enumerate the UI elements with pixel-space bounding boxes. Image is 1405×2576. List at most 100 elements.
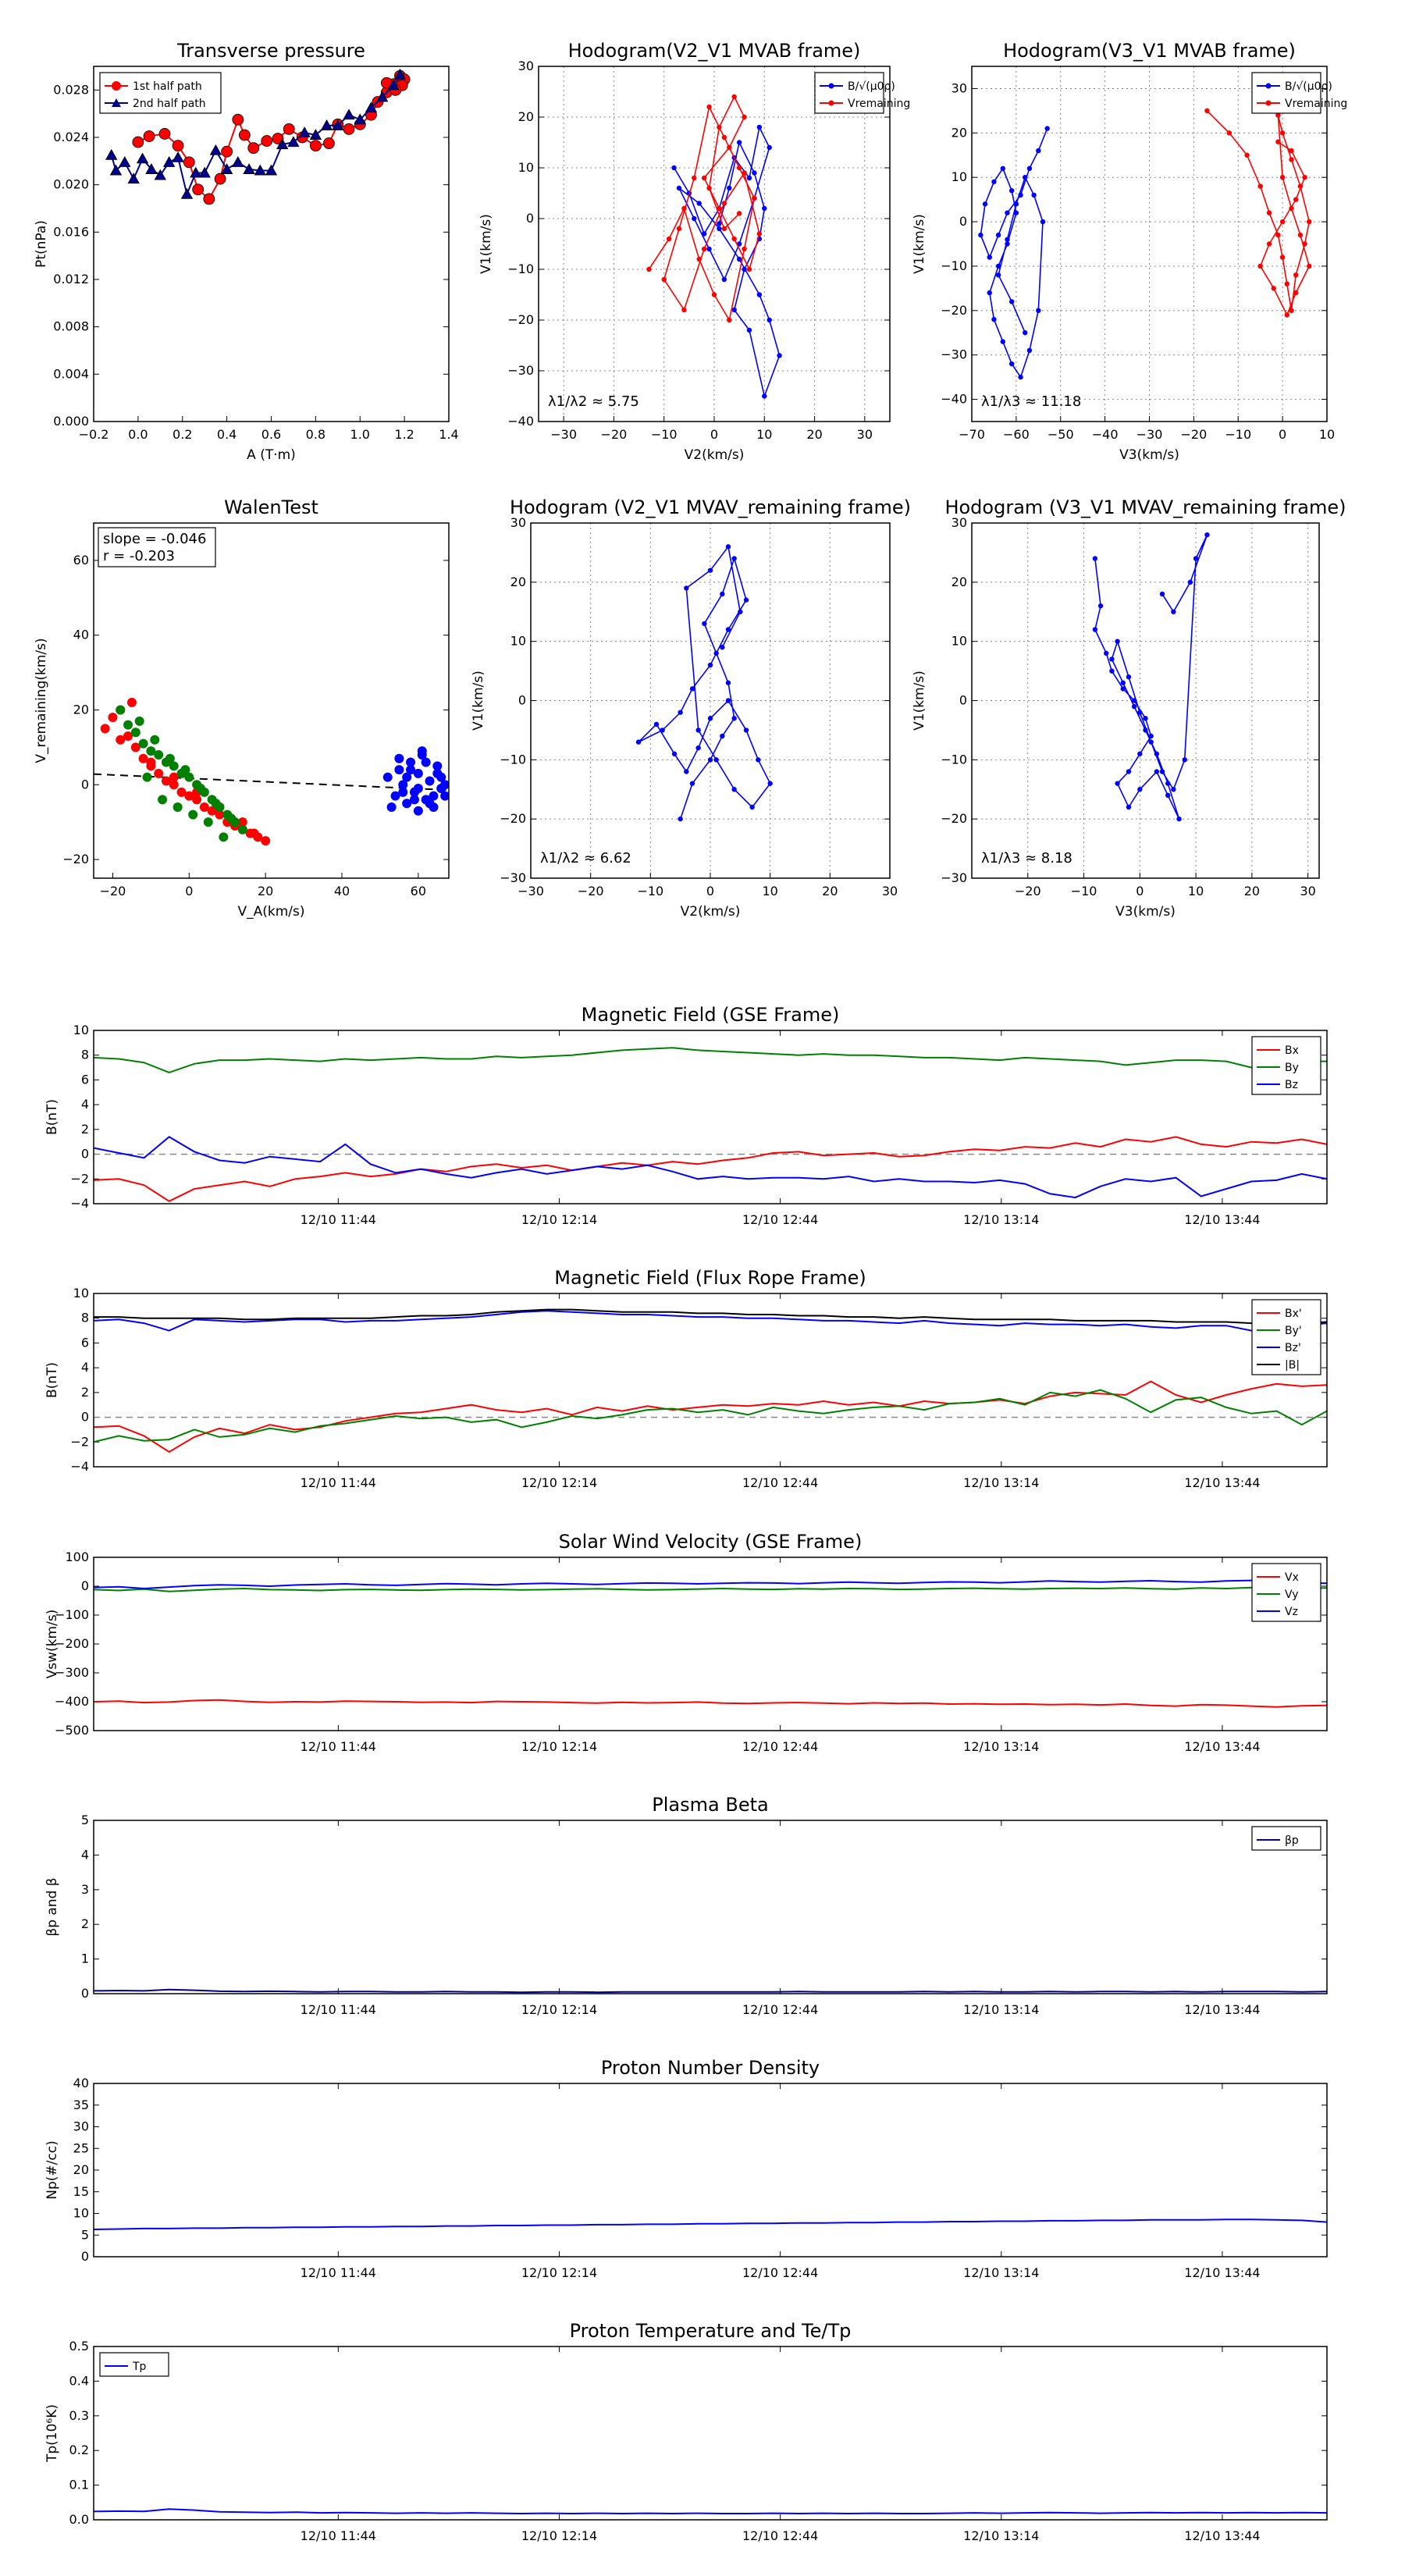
data-point bbox=[995, 272, 1001, 278]
data-point bbox=[721, 226, 727, 232]
data-point bbox=[676, 226, 682, 232]
y-tick-label: −10 bbox=[507, 262, 534, 276]
y-axis-label: V1(km/s) bbox=[471, 671, 486, 731]
data-point bbox=[1018, 192, 1023, 198]
x-tick-label: 60 bbox=[411, 884, 426, 898]
data-point bbox=[717, 226, 722, 232]
data-point bbox=[176, 787, 187, 797]
legend-mag_fr: Bx' By' Bz' |B| bbox=[1251, 1299, 1321, 1375]
data-point bbox=[365, 101, 378, 113]
x-tick-label: 12/10 13:14 bbox=[963, 2002, 1039, 2017]
data-point bbox=[752, 170, 757, 176]
axes-frame bbox=[93, 1820, 1328, 1994]
data-point bbox=[767, 317, 772, 323]
y-axis-label: B(nT) bbox=[44, 1099, 60, 1135]
data-point bbox=[154, 768, 164, 778]
x-axis-label: V2(km/s) bbox=[681, 904, 741, 920]
data-point bbox=[1018, 374, 1023, 380]
chart-title: Hodogram(V3_V1 MVAB frame) bbox=[1003, 40, 1296, 62]
data-point bbox=[138, 738, 148, 749]
data-point bbox=[713, 757, 719, 763]
data-point bbox=[707, 662, 713, 668]
axes-frame bbox=[93, 2083, 1328, 2258]
data-point bbox=[272, 133, 284, 144]
data-point bbox=[1244, 152, 1250, 158]
legend-label: By' bbox=[1285, 1325, 1302, 1337]
data-point bbox=[249, 828, 259, 838]
data-point bbox=[702, 621, 707, 627]
data-point bbox=[276, 138, 289, 150]
data-point bbox=[1154, 769, 1160, 774]
x-tick-label: 10 bbox=[756, 427, 772, 442]
x-axis-label: V2(km/s) bbox=[685, 447, 745, 463]
data-point bbox=[1257, 183, 1263, 189]
data-point bbox=[1008, 361, 1015, 367]
series-mag_fr-3 bbox=[94, 1308, 1327, 1325]
series-beta-0 bbox=[94, 1988, 1327, 1994]
series-pt-1 bbox=[105, 68, 407, 199]
y-tick-label: 0.024 bbox=[53, 130, 89, 144]
x-tick-label: 12/10 12:44 bbox=[742, 2002, 818, 2017]
x-tick-label: 20 bbox=[822, 884, 838, 898]
legend-label: Bz' bbox=[1285, 1342, 1301, 1354]
data-point bbox=[701, 175, 707, 181]
series-mag_gse-1-line bbox=[94, 1047, 1327, 1073]
y-tick-label: 25 bbox=[73, 2140, 89, 2155]
y-axis-label: V1(km/s) bbox=[478, 214, 494, 274]
data-point bbox=[109, 164, 123, 176]
data-point bbox=[1092, 627, 1098, 632]
axes-frame bbox=[530, 522, 891, 879]
x-tick-label: −20 bbox=[601, 427, 628, 442]
data-point bbox=[1008, 299, 1015, 304]
data-point bbox=[150, 735, 160, 745]
series-vsw-0-line bbox=[94, 1699, 1327, 1708]
data-point bbox=[183, 156, 195, 169]
series-tp-0-line bbox=[94, 2508, 1327, 2515]
data-point bbox=[283, 123, 295, 135]
legend-marker bbox=[828, 83, 834, 89]
y-tick-label: 20 bbox=[510, 575, 526, 589]
data-point bbox=[261, 135, 273, 147]
y-axis-label: βp and β bbox=[44, 1877, 60, 1936]
x-tick-label: 12/10 11:44 bbox=[301, 2002, 376, 2017]
legend-vsw: Vx Vy Vz bbox=[1251, 1563, 1321, 1622]
y-tick-label: 0 bbox=[959, 693, 967, 708]
data-point bbox=[1023, 330, 1028, 336]
data-point bbox=[707, 568, 713, 573]
y-tick-label: 10 bbox=[73, 2206, 89, 2221]
data-point bbox=[1187, 579, 1193, 585]
legend-marker bbox=[1265, 83, 1272, 89]
data-point bbox=[203, 817, 213, 827]
x-axis-label: V_A(km/s) bbox=[237, 904, 304, 920]
data-point bbox=[163, 156, 176, 167]
data-point bbox=[987, 290, 992, 296]
series-mag_fr-3-line bbox=[94, 1308, 1327, 1325]
data-point bbox=[145, 163, 158, 174]
plot-area-mag_fr bbox=[94, 1308, 1327, 1453]
data-point bbox=[440, 780, 449, 790]
data-point bbox=[711, 292, 717, 297]
data-point bbox=[127, 173, 140, 184]
x-tick-label: 0.2 bbox=[173, 427, 192, 442]
panel-h1: Hodogram(V2_V1 MVAB frame) −30 −20 −10 0 10 20… bbox=[478, 40, 910, 463]
chart-title: Hodogram (V3_V1 MVAV_remaining frame) bbox=[944, 496, 1346, 518]
data-point bbox=[1165, 781, 1171, 786]
eigenvalue-ratio: λ1/λ3 ≈ 11.18 bbox=[981, 393, 1081, 410]
data-point bbox=[1307, 263, 1312, 269]
legend-label: Vremaining bbox=[1285, 98, 1347, 110]
y-tick-label: 0.0 bbox=[69, 2512, 89, 2527]
y-tick-label: 0.004 bbox=[53, 366, 89, 381]
data-point bbox=[731, 556, 737, 561]
data-point bbox=[1000, 339, 1006, 344]
data-point bbox=[265, 164, 278, 176]
data-point bbox=[1193, 556, 1199, 561]
data-point bbox=[1000, 165, 1006, 172]
data-point bbox=[146, 757, 156, 767]
data-point bbox=[1137, 751, 1143, 756]
data-point bbox=[742, 246, 747, 252]
y-tick-label: 0 bbox=[81, 1986, 89, 2001]
data-point bbox=[1026, 165, 1033, 172]
panel-h4: Hodogram (V3_V1 MVAV_remaining frame) −20… bbox=[912, 496, 1346, 920]
data-point bbox=[203, 193, 215, 205]
